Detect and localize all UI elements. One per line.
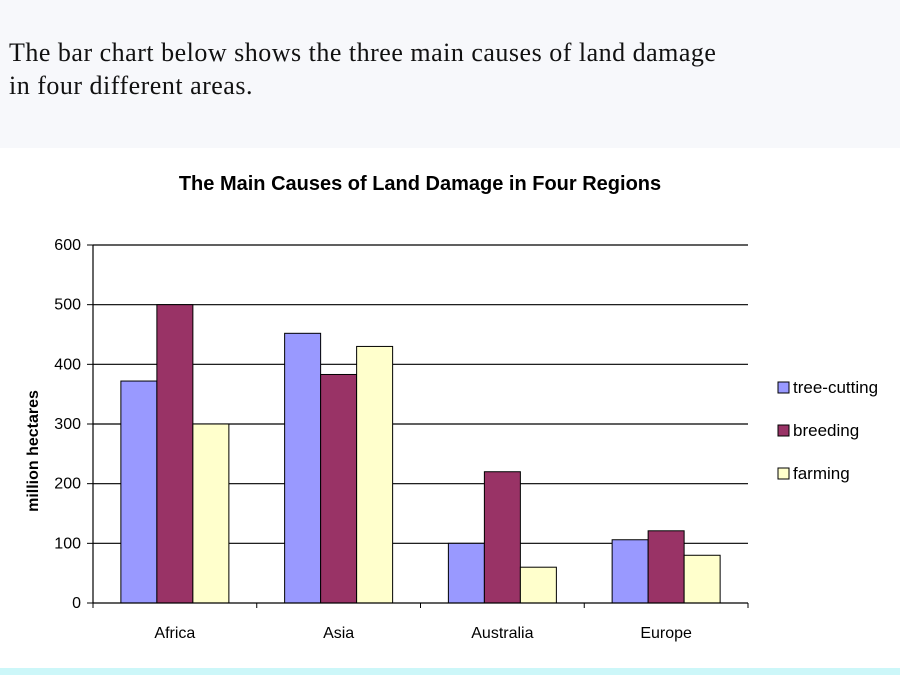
bar-tree-cutting [447,542,485,604]
bar-tree-cutting [611,539,649,604]
bottom-bar [0,668,900,675]
y-tick-label: 400 [54,356,81,373]
y-tick-label: 200 [54,476,81,493]
y-axis-label: million hectares [25,390,42,512]
bar-breeding [156,304,194,604]
chart-title: The Main Causes of Land Damage in Four R… [179,173,661,195]
y-tick-label: 0 [72,595,81,612]
legend-swatch [777,424,790,437]
bar-tree-cutting [284,332,322,604]
bar-farming [519,566,557,604]
bar-tree-cutting [120,380,158,604]
bar-farming [192,423,230,604]
y-tick-label: 500 [54,297,81,314]
legend-label: breeding [793,421,859,440]
bars [120,304,721,604]
x-tick-label: Europe [640,625,692,642]
x-tick-label: Australia [471,625,533,642]
intro-panel: The bar chart below shows the three main… [0,0,900,148]
bar-breeding [320,373,358,604]
x-tick-label: Africa [154,625,195,642]
bar-farming [683,554,721,604]
intro-line-2: in four different areas. [9,71,253,100]
bar-farming [356,345,394,604]
y-tick-label: 100 [54,535,81,552]
legend-label: tree-cutting [793,378,878,397]
x-tick-label: Asia [323,625,354,642]
legend-label: farming [793,464,850,483]
y-tick-label: 300 [54,416,81,433]
legend-swatch [777,381,790,394]
legend-swatch [777,467,790,480]
axes: 0 100 200 300 400 500 600 Africa Asia Australia Eu… [54,237,749,642]
bar-breeding [483,471,521,604]
intro-text: The bar chart below shows the three main… [9,36,809,102]
legend: tree-cutting breeding farming [777,378,878,483]
intro-line-1: The bar chart below shows the three main… [9,38,717,67]
bar-breeding [647,530,685,604]
bar-chart: The Main Causes of Land Damage in Four R… [25,173,878,642]
y-tick-label: 600 [54,237,81,254]
